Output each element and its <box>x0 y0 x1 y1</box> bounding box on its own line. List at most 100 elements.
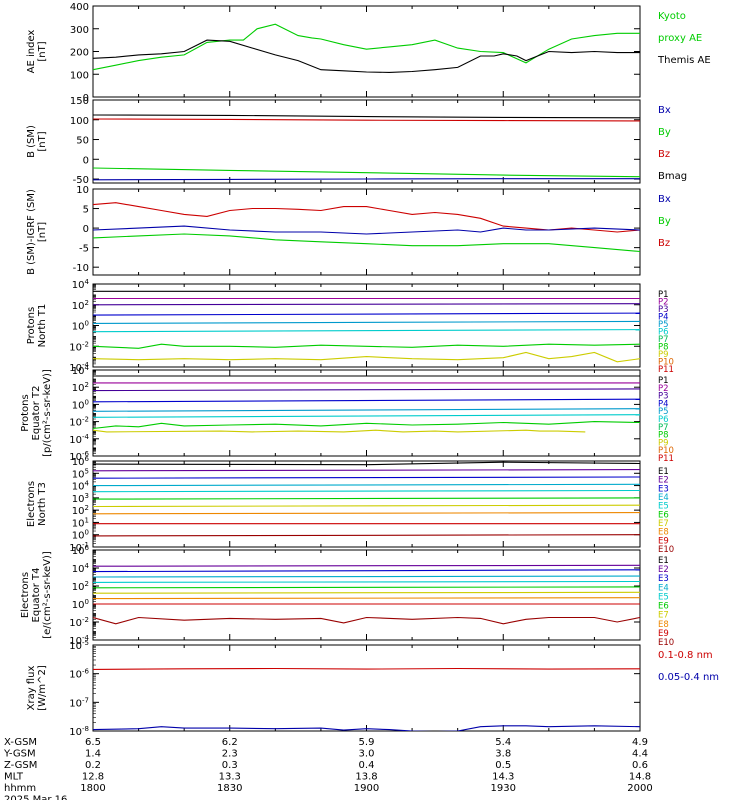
y-tick-label: 10-4 <box>69 433 89 446</box>
y-tick-label: 104 <box>72 562 90 575</box>
y-tick-label: 10-2 <box>69 340 89 353</box>
x-axis-row-value: 13.8 <box>355 772 377 783</box>
y-axis-label: Equator T4 <box>31 568 42 623</box>
series-line-p4 <box>93 398 640 403</box>
x-axis-row-value: 0.4 <box>359 760 375 771</box>
series-line-by <box>93 167 640 178</box>
y-tick-label: 100 <box>70 116 89 127</box>
x-axis-row-value: 14.3 <box>492 772 514 783</box>
y-axis-label: [e/(cm²-s-sr-keV)] <box>42 551 53 639</box>
series-line-e7 <box>93 504 640 508</box>
legend-entry: E8 <box>658 620 669 630</box>
y-tick-label: 0 <box>83 155 89 166</box>
y-tick-label: 10-8 <box>69 725 89 738</box>
x-axis-row-value: 4.4 <box>632 749 648 760</box>
y-tick-label: 100 <box>72 529 89 542</box>
series-line-kyoto-proxy-ae <box>93 23 640 71</box>
y-tick-label: 104 <box>72 278 90 291</box>
legend-entry: E1 <box>658 467 669 477</box>
y-tick-label: 400 <box>70 2 89 13</box>
legend-entry: E8 <box>658 528 669 538</box>
y-tick-label: 100 <box>70 70 89 81</box>
x-axis-row-value: 2000 <box>627 783 652 794</box>
y-axis-label: Electrons <box>20 572 31 618</box>
y-tick-label: 100 <box>72 598 89 611</box>
y-axis-label: North T1 <box>37 304 48 348</box>
series-line-e5 <box>93 489 640 493</box>
y-tick-label: 10-2 <box>69 616 89 629</box>
y-tick-label: 102 <box>72 299 89 312</box>
series-line-e6 <box>93 497 640 500</box>
legend-entry: P2 <box>658 384 669 394</box>
y-tick-label: 10-7 <box>69 696 89 709</box>
y-tick-label: 106 <box>72 455 90 468</box>
x-axis-row-value: 1830 <box>217 783 242 794</box>
legend-entry: Bx <box>658 194 671 205</box>
series-line-p3 <box>93 303 640 306</box>
series-line-e2 <box>93 469 640 472</box>
y-tick-label: 100 <box>72 320 89 333</box>
panel-ee: 10-4 10-2 100 102 104 106 Electrons Equator T4[… <box>20 544 674 648</box>
y-tick-label: -50 <box>73 175 89 186</box>
x-axis-row-value: 0.5 <box>495 760 511 771</box>
series-line-bx <box>93 225 640 235</box>
series-line-p8 <box>93 421 640 430</box>
panel-frame <box>92 99 641 184</box>
x-axis-row-value: 1900 <box>354 783 379 794</box>
y-tick-label: 102 <box>72 381 89 394</box>
legend-entry: E3 <box>658 484 669 494</box>
legend-entry: E9 <box>658 629 669 639</box>
series-line-0-1-0-8-nm <box>93 667 640 670</box>
y-axis-label: B (SM)-IGRF (SM) <box>26 189 37 275</box>
series-line-p5 <box>93 320 640 324</box>
series-line-e1 <box>93 461 640 466</box>
y-tick-label: 10-4 <box>69 634 89 647</box>
y-tick-label: 10-2 <box>69 416 89 429</box>
y-axis-label: [nT] <box>37 222 48 242</box>
series-line-e3 <box>93 476 640 479</box>
series-line-bmag <box>93 114 640 119</box>
series-line-p9 <box>93 429 586 433</box>
panel-bsm: -50 0 50 100 150 B (SM) [nT] Bx By Bz Bmag <box>26 96 687 186</box>
y-axis-label: [W/m^2] <box>37 665 48 711</box>
y-tick-label: 300 <box>70 25 89 36</box>
legend-entry: P11 <box>658 454 674 464</box>
x-axis-row-label: X-GSM <box>4 737 37 748</box>
series-line-e2 <box>93 564 640 567</box>
y-axis-label: Equator T2 <box>31 386 42 441</box>
panel-xray: 10-8 10-7 10-6 10-5 Xray flux [W/m^2] 0.1-0.8 … <box>26 639 719 738</box>
y-tick-label: 150 <box>70 96 89 107</box>
panel-ae: 0 100 200 300 400 AE index [nT] Kyoto proxy AE Th… <box>26 2 711 104</box>
legend-entry: P1 <box>658 376 669 386</box>
y-tick-label: -5 <box>79 244 89 255</box>
legend-entry: P4 <box>658 313 669 323</box>
y-axis-label: Protons <box>20 394 31 431</box>
y-tick-label: 105 <box>72 467 89 480</box>
legend-entry: P2 <box>658 298 669 308</box>
y-axis-label: Protons <box>26 307 37 344</box>
legend-entry: E4 <box>658 493 669 503</box>
series-line-p9 <box>93 351 640 363</box>
legend-entry: P3 <box>658 392 669 402</box>
y-axis-label: [nT] <box>37 41 48 61</box>
legend-entry: P4 <box>658 399 669 409</box>
legend-entry: By <box>658 216 671 227</box>
x-axis-row-label: Z-GSM <box>4 760 37 771</box>
series-line-e10 <box>93 534 640 537</box>
x-axis-row-value: 1.4 <box>85 749 101 760</box>
x-axis-row-value: 12.8 <box>82 772 104 783</box>
series-line-0-05-0-4-nm <box>93 725 640 731</box>
legend-entry: Bz <box>658 149 670 160</box>
panel-frame <box>92 644 641 732</box>
series-line-p6 <box>93 414 640 418</box>
x-axis-row-value: 4.9 <box>632 737 648 748</box>
y-tick-label: 104 <box>72 364 90 377</box>
y-axis-label: AE index <box>26 30 37 74</box>
y-tick-label: 200 <box>70 48 89 59</box>
legend-entry: E9 <box>658 536 669 546</box>
legend-entry: E4 <box>658 583 669 593</box>
legend-entry: E10 <box>658 638 674 648</box>
legend-entry: Themis AE <box>657 55 711 66</box>
panel-frame <box>92 283 641 368</box>
